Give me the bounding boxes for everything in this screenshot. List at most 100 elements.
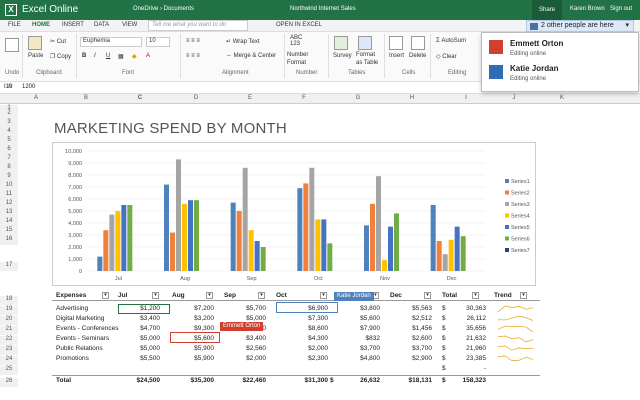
column-header-cell[interactable]: Expenses <box>56 292 87 299</box>
currency-symbol[interactable]: $ <box>442 305 446 312</box>
row-header[interactable]: 12 <box>0 200 18 209</box>
other-people-button[interactable]: 2 other people are here ▾ <box>526 20 634 32</box>
excel-logo-icon[interactable]: X <box>5 4 17 16</box>
row-header[interactable]: 22 <box>0 336 18 345</box>
table-cell[interactable]: $7,200 <box>194 305 214 312</box>
table-cell-total[interactable]: 21,632 <box>466 335 486 342</box>
row-header[interactable]: 21 <box>0 326 18 335</box>
row-header[interactable]: 24 <box>0 356 18 365</box>
font-select[interactable]: Euphemia <box>80 37 142 47</box>
table-cell[interactable]: $2,900 <box>412 355 432 362</box>
currency-symbol[interactable]: $ <box>442 355 446 362</box>
app-name[interactable]: Excel Online <box>22 4 79 15</box>
table-cell-total[interactable]: 35,656 <box>466 325 486 332</box>
table-cell[interactable]: $7,300 <box>308 315 328 322</box>
table-cell[interactable]: $5,600 <box>360 315 380 322</box>
row-header[interactable]: 4 <box>0 128 18 137</box>
table-cell-total[interactable]: 30,363 <box>466 305 486 312</box>
table-cell[interactable]: $5,500 <box>140 355 160 362</box>
row-header[interactable]: 11 <box>0 191 18 200</box>
tab-file[interactable]: FILE <box>8 22 21 28</box>
selected-cell[interactable] <box>118 304 170 314</box>
row-header[interactable]: 7 <box>0 155 18 164</box>
column-header[interactable]: J <box>512 95 516 101</box>
table-cell[interactable]: $3,800 <box>360 305 380 312</box>
table-cell[interactable]: $8,600 <box>308 325 328 332</box>
column-header[interactable]: E <box>247 95 252 101</box>
chart-container[interactable]: 0 1,000 2,000 3,000 4,000 5,000 6,000 7,000 8,00… <box>52 142 536 286</box>
column-header-cell[interactable]: Jul <box>118 292 128 299</box>
table-cell[interactable]: $5,563 <box>412 305 432 312</box>
column-header[interactable]: H <box>409 95 415 101</box>
survey-icon[interactable] <box>334 36 348 50</box>
table-cell-total[interactable]: 21,960 <box>466 345 486 352</box>
table-cell[interactable]: $2,300 <box>308 355 328 362</box>
column-header[interactable]: I <box>465 95 467 101</box>
table-cell[interactable]: $832 <box>365 335 380 342</box>
total-cell[interactable]: 26,632 <box>360 377 380 384</box>
underline-icon[interactable]: U <box>106 53 111 59</box>
row-header[interactable]: 17 <box>0 262 18 271</box>
table-row-label[interactable]: Promotions <box>56 355 89 362</box>
filter-dropdown-icon[interactable]: ▾ <box>472 292 479 299</box>
table-cell-total[interactable]: - <box>483 365 486 372</box>
filter-dropdown-icon[interactable]: ▾ <box>320 292 327 299</box>
column-header[interactable]: G <box>355 95 361 101</box>
user-name[interactable]: Karen Brown <box>570 6 605 12</box>
column-header-cell[interactable]: Sep <box>224 292 236 299</box>
table-cell[interactable]: $7,900 <box>360 325 380 332</box>
table-cell[interactable]: $4,800 <box>360 355 380 362</box>
collaborator-cell-katie[interactable] <box>276 302 338 313</box>
column-header-cell[interactable]: Dec <box>390 292 402 299</box>
cut-button[interactable]: ✂ Cut <box>50 38 66 45</box>
font-color-icon[interactable]: A <box>146 53 151 59</box>
align-left-icon[interactable]: ≡ ≡ ≡ <box>186 53 200 59</box>
row-header[interactable]: 14 <box>0 218 18 227</box>
collaborator-cell-emmett[interactable] <box>170 332 220 343</box>
total-cell[interactable]: $31,300 <box>304 377 329 384</box>
formula-input[interactable]: 1200 <box>22 84 36 90</box>
currency-symbol[interactable]: $ <box>442 335 446 342</box>
row-header[interactable]: 5 <box>0 137 18 146</box>
table-cell[interactable]: $5,700 <box>246 305 266 312</box>
delete-button[interactable]: Delete <box>409 53 427 59</box>
clear-button[interactable]: ◇ Clear <box>436 53 457 60</box>
table-cell[interactable]: $5,000 <box>246 315 266 322</box>
column-header[interactable]: F <box>302 95 306 101</box>
row-header[interactable]: 25 <box>0 366 18 375</box>
copy-button[interactable]: ❐ Copy <box>50 53 71 60</box>
undo-icon[interactable] <box>5 38 19 52</box>
column-header[interactable]: D <box>193 95 199 101</box>
table-cell[interactable]: $3,200 <box>194 315 214 322</box>
format-as-table-button[interactable]: Format as Table <box>356 52 379 66</box>
row-header[interactable]: 3 <box>0 119 18 128</box>
sheet-title[interactable]: MARKETING SPEND BY MONTH <box>54 120 287 137</box>
total-cell[interactable]: $22,460 <box>242 377 267 384</box>
fill-color-icon[interactable]: ◆ <box>132 54 137 60</box>
table-cell[interactable]: $3,400 <box>246 335 266 342</box>
filter-dropdown-icon[interactable]: ▾ <box>152 292 159 299</box>
currency-symbol[interactable]: $ <box>442 325 446 332</box>
insert-cells-icon[interactable] <box>389 36 403 50</box>
delete-cells-icon[interactable] <box>411 36 425 50</box>
row-header[interactable]: 23 <box>0 346 18 355</box>
total-cell[interactable]: $35,300 <box>190 377 215 384</box>
table-row-label[interactable]: Events - Conferences <box>56 325 119 332</box>
table-row-label[interactable]: Events - Seminars <box>56 335 110 342</box>
column-header[interactable]: K <box>559 95 564 101</box>
filter-dropdown-icon[interactable]: ▾ <box>520 292 527 299</box>
tab-view[interactable]: VIEW <box>122 22 138 28</box>
tab-insert[interactable]: INSERT <box>62 22 84 28</box>
table-cell[interactable]: $5,000 <box>140 345 160 352</box>
table-cell[interactable]: $5,000 <box>140 335 160 342</box>
breadcrumb[interactable]: OneDrive › Documents <box>133 6 195 12</box>
bold-icon[interactable]: B <box>82 53 87 59</box>
total-row-label[interactable]: Total <box>56 377 72 384</box>
table-row-label[interactable]: Digital Marketing <box>56 315 105 322</box>
column-header-cell[interactable]: Oct <box>276 292 287 299</box>
merge-center-button[interactable]: ⇔ Merge & Center <box>226 53 276 59</box>
collaborator-name[interactable]: Katie Jordan <box>510 64 559 73</box>
paste-icon[interactable] <box>28 36 42 50</box>
column-header[interactable]: C <box>137 95 143 101</box>
table-cell[interactable]: $5,900 <box>194 345 214 352</box>
